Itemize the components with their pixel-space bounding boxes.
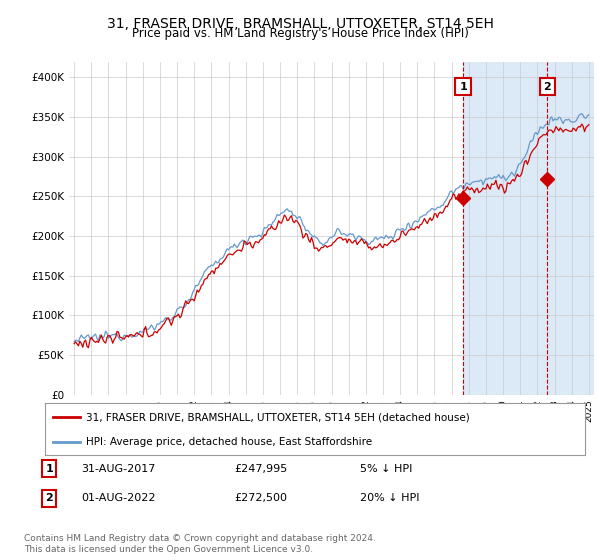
Text: 2: 2	[46, 493, 53, 503]
Text: 31, FRASER DRIVE, BRAMSHALL, UTTOXETER, ST14 5EH (detached house): 31, FRASER DRIVE, BRAMSHALL, UTTOXETER, …	[86, 412, 469, 422]
Bar	[463, 62, 547, 395]
Text: £272,500: £272,500	[234, 493, 287, 503]
Text: 20% ↓ HPI: 20% ↓ HPI	[360, 493, 419, 503]
Text: HPI: Average price, detached house, East Staffordshire: HPI: Average price, detached house, East…	[86, 437, 371, 447]
Text: 1: 1	[459, 82, 467, 92]
Text: Price paid vs. HM Land Registry's House Price Index (HPI): Price paid vs. HM Land Registry's House …	[131, 27, 469, 40]
Text: 5% ↓ HPI: 5% ↓ HPI	[360, 464, 412, 474]
Text: £247,995: £247,995	[234, 464, 287, 474]
Text: 31-AUG-2017: 31-AUG-2017	[81, 464, 155, 474]
Text: Contains HM Land Registry data © Crown copyright and database right 2024.
This d: Contains HM Land Registry data © Crown c…	[24, 534, 376, 554]
Text: 2: 2	[544, 82, 551, 92]
Bar	[547, 62, 598, 395]
Text: 01-AUG-2022: 01-AUG-2022	[81, 493, 155, 503]
Text: 1: 1	[46, 464, 53, 474]
Text: 31, FRASER DRIVE, BRAMSHALL, UTTOXETER, ST14 5EH: 31, FRASER DRIVE, BRAMSHALL, UTTOXETER, …	[107, 17, 493, 31]
